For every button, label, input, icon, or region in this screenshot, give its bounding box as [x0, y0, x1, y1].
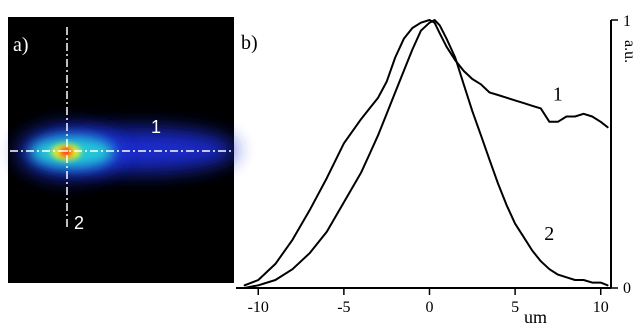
x-ticks: -10 -5 0 5 10	[248, 288, 609, 316]
panel-a-label: a)	[13, 34, 29, 56]
beam-image-panel: 1 2 a)	[8, 17, 236, 283]
profile-chart: b) -10 -5 0 5 10 01 um a.u. 12	[236, 13, 638, 327]
x-axis-label: um	[524, 307, 547, 327]
series-label-1: 1	[553, 83, 563, 105]
series-labels: 12	[544, 83, 563, 244]
x-tick-label: 0	[425, 299, 433, 316]
x-tick-label: 5	[511, 299, 519, 316]
y-ticks: 01	[611, 13, 631, 297]
panel-b-label: b)	[241, 32, 258, 54]
series-label-2: 2	[544, 223, 554, 245]
x-tick-label: 10	[593, 299, 609, 316]
x-tick-label: -10	[248, 299, 269, 316]
beam-peak	[60, 147, 72, 157]
series-line-2	[243, 19, 609, 289]
y-tick-label: 1	[623, 13, 631, 30]
y-tick-label: 0	[623, 280, 631, 297]
y-axis-label: a.u.	[621, 40, 638, 63]
x-tick-label: -5	[337, 299, 350, 316]
line-2-label: 2	[74, 213, 84, 233]
series-layer	[243, 19, 609, 289]
series-line-1	[243, 19, 609, 287]
line-1-label: 1	[151, 117, 161, 137]
